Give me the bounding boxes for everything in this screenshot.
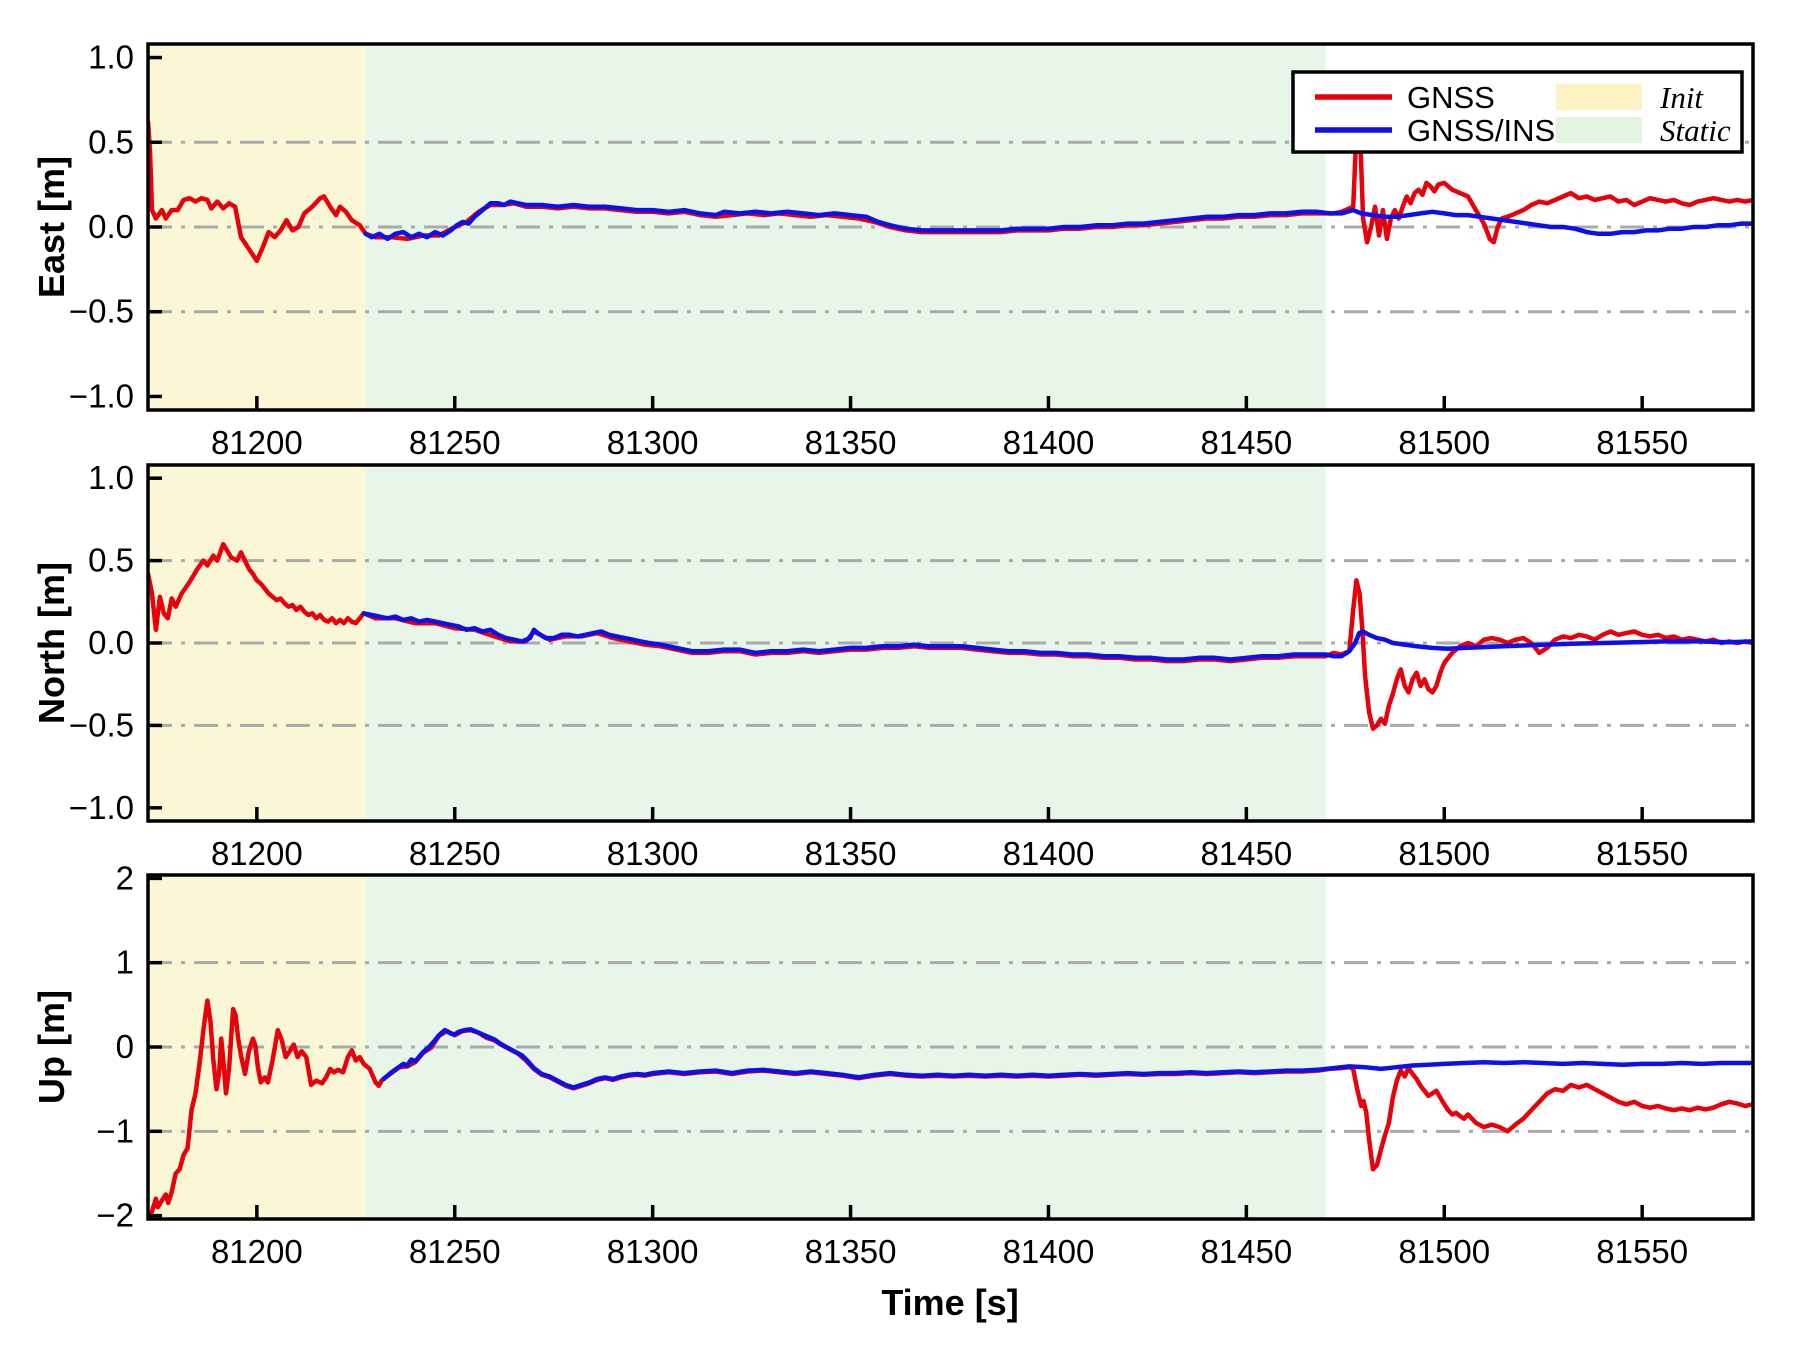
ylabel-north: North [m] [31, 562, 72, 724]
y-tick-label: 0.0 [88, 624, 134, 661]
series-group-north [148, 541, 1753, 731]
legend-patch-init [1556, 84, 1642, 110]
x-tick-label: 81250 [409, 1233, 501, 1270]
series-gnssins-east [363, 199, 1753, 242]
y-tick-label: −1.0 [69, 377, 134, 414]
x-tick-label: 81200 [211, 835, 303, 872]
legend-label-gnssins: GNSS/INS [1407, 113, 1555, 148]
y-tick-label: 1.0 [88, 459, 134, 496]
x-tick-label: 81250 [409, 835, 501, 872]
x-tick-label: 81550 [1596, 1233, 1688, 1270]
y-tick-label: −1 [96, 1112, 134, 1149]
panel-north: 81200 81250 81300 81350 81400 81450 81500 81550… [69, 459, 1755, 872]
legend-label-init: Init [1659, 80, 1704, 115]
legend-patch-static [1556, 117, 1642, 143]
y-tick-label: 2 [116, 859, 134, 896]
x-tick-label: 81300 [607, 1233, 699, 1270]
ylabel-up: Up [m] [31, 990, 72, 1104]
series-group-up [148, 998, 1753, 1219]
y-tick-label: −0.5 [69, 293, 134, 330]
x-tick-label: 81200 [211, 424, 303, 461]
x-tick-label: 81200 [211, 1233, 303, 1270]
x-tick-label: 81550 [1596, 835, 1688, 872]
y-tick-label: −0.5 [69, 706, 134, 743]
y-tick-label: 1 [116, 944, 134, 981]
y-tick-label: 0.5 [88, 542, 134, 579]
x-tick-label: 81450 [1200, 1233, 1292, 1270]
legend: GNSS GNSS/INS Init Static [1291, 70, 1744, 154]
ylabel-east: East [m] [31, 156, 72, 298]
series-gnssins-north [361, 611, 1753, 662]
y-tick-label: 1.0 [88, 39, 134, 76]
y-tick-label: 0.5 [88, 123, 134, 160]
x-tick-label: 81500 [1398, 424, 1490, 461]
x-tick-label: 81400 [1003, 1233, 1095, 1270]
legend-label-gnss: GNSS [1407, 80, 1495, 115]
x-tick-label: 81500 [1398, 1233, 1490, 1270]
series-group-east [148, 119, 1753, 264]
legend-box [1291, 70, 1744, 154]
series-gnssins-up [381, 1027, 1753, 1090]
x-tick-label: 81350 [805, 835, 897, 872]
y-tick-label: −2 [96, 1197, 134, 1234]
xlabel-time: Time [s] [881, 1282, 1018, 1323]
x-tick-label: 81550 [1596, 424, 1688, 461]
x-tick-label: 81300 [607, 835, 699, 872]
x-tick-label: 81300 [607, 424, 699, 461]
x-tick-label: 81350 [805, 1233, 897, 1270]
x-tick-label: 81450 [1200, 835, 1292, 872]
x-tick-label: 81400 [1003, 424, 1095, 461]
panels-root: 81200 81250 81300 81350 81400 81450 81500 81550… [69, 39, 1755, 1270]
x-tick-label: 81450 [1200, 424, 1292, 461]
y-tick-label: −1.0 [69, 789, 134, 826]
legend-label-static: Static [1660, 113, 1731, 148]
x-tick-label: 81350 [805, 424, 897, 461]
y-tick-label: 0 [116, 1028, 134, 1065]
x-tick-label: 81500 [1398, 835, 1490, 872]
panel-up: 81200 81250 81300 81350 81400 81450 81500 81550… [96, 859, 1755, 1270]
x-tick-label: 81250 [409, 424, 501, 461]
x-tick-label: 81400 [1003, 835, 1095, 872]
y-tick-label: 0.0 [88, 208, 134, 245]
panel-east: 81200 81250 81300 81350 81400 81450 81500 81550… [69, 39, 1755, 461]
